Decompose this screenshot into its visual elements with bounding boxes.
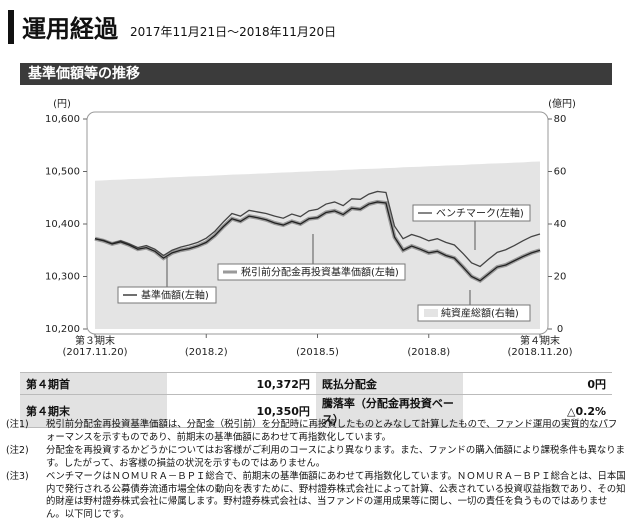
section-heading: 基準価額等の推移 xyxy=(20,63,612,85)
y-tick-label: 10,500 xyxy=(45,167,80,178)
y2-tick-label: 20 xyxy=(554,272,567,283)
legend-box xyxy=(217,263,406,281)
row-value: △0.2% xyxy=(462,394,612,428)
y2-tick-label: 0 xyxy=(557,324,563,335)
note-label: (注1) xyxy=(6,419,29,430)
x-tick-label: (2017.11.20) xyxy=(62,347,127,358)
y-axis-unit: (円) xyxy=(53,99,71,110)
legend-swatch xyxy=(424,309,438,317)
series-line xyxy=(94,190,541,268)
y-tick-label: 10,200 xyxy=(45,324,80,335)
title-bar xyxy=(8,10,14,44)
header: 運用経過 2017年11月21日～2018年11月20日 xyxy=(8,10,336,44)
y2-axis-unit: (億円) xyxy=(548,97,576,110)
legend-box xyxy=(417,304,531,322)
legend-label: 純資産総額(右軸) xyxy=(441,307,519,320)
row-label: 第４期首 xyxy=(20,372,167,395)
y-tick-label: 10,400 xyxy=(45,219,80,230)
note-label: (注3) xyxy=(6,471,29,482)
note-label: (注2) xyxy=(6,445,29,456)
note-text: 税引前分配金再投資基準価額は、分配金（税引前）を分配時に再投資したものとみなして… xyxy=(46,419,618,443)
row-value: 0円 xyxy=(462,372,612,395)
notes: (注1) 税引前分配金再投資基準価額は、分配金（税引前）を分配時に再投資したものと… xyxy=(6,419,626,522)
series-line xyxy=(94,201,541,282)
note: (注2) 分配金を再投資するかどうかについてはお客様がご利用のコースにより異なりま… xyxy=(6,445,626,470)
row-value: 10,372円 xyxy=(166,372,316,395)
y2-tick-label: 80 xyxy=(554,114,567,125)
y2-tick-label: 40 xyxy=(554,219,567,230)
table-row: 第４期首 10,372円 既払分配金 0円 xyxy=(20,372,612,395)
note: (注3) ベンチマークはＮＯＭＵＲＡ－ＢＰＩ総合で、前期末の基準価額にあわせて再指… xyxy=(6,471,626,521)
x-tick-label: (2018.2) xyxy=(185,347,228,358)
legend-label: 税引前分配金再投資基準価額(左軸) xyxy=(241,266,399,279)
x-tick-label: (2018.8) xyxy=(407,347,450,358)
note-text: ベンチマークはＮＯＭＵＲＡ－ＢＰＩ総合で、前期末の基準価額にあわせて再指数化して… xyxy=(46,471,626,520)
note: (注1) 税引前分配金再投資基準価額は、分配金（税引前）を分配時に再投資したものと… xyxy=(6,419,626,444)
summary-table: 第４期首 10,372円 既払分配金 0円 第４期末 10,350円 騰落率（分配金再投資ベ… xyxy=(20,372,612,428)
table-row: 第４期末 10,350円 騰落率（分配金再投資ベース） △0.2% xyxy=(20,394,612,428)
y-tick-label: 10,600 xyxy=(45,114,80,125)
legend-label: 基準価額(左軸) xyxy=(141,289,209,302)
legend-box xyxy=(117,286,217,304)
row-label: 第４期末 xyxy=(20,394,167,428)
row-value: 10,350円 xyxy=(166,394,316,428)
net-asset-area xyxy=(95,161,540,329)
x-tick-label: (2018.11.20) xyxy=(507,347,572,358)
y-tick-label: 10,300 xyxy=(45,272,80,283)
row-label: 既払分配金 xyxy=(315,372,463,395)
x-tick-label: (2018.5) xyxy=(296,347,339,358)
note-text: 分配金を再投資するかどうかについてはお客様がご利用のコースにより異なります。また… xyxy=(46,445,626,469)
chart: (円) (億円) 10,200 10,300 10,400 10,500 10,600 0 20… xyxy=(45,97,576,358)
legend-box xyxy=(412,204,531,222)
legend-label: ベンチマーク(左軸) xyxy=(436,207,524,220)
period-start-label: 第３期末 xyxy=(75,334,115,347)
row-label: 騰落率（分配金再投資ベース） xyxy=(315,394,463,428)
y2-tick-label: 60 xyxy=(554,167,567,178)
period: 2017年11月21日～2018年11月20日 xyxy=(130,25,337,39)
period-end-label: 第４期末 xyxy=(520,334,560,347)
title: 運用経過 xyxy=(22,15,118,43)
